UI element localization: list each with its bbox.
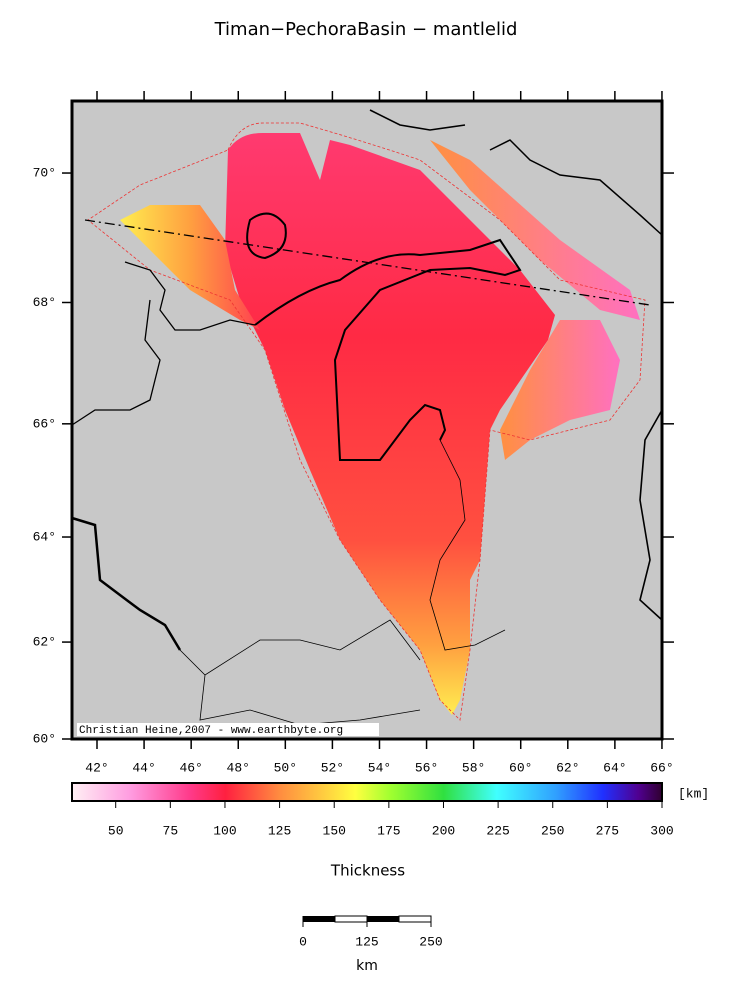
scalebar-tick-label: 250	[419, 934, 442, 949]
coastlines	[71, 109, 663, 726]
colorbar-tick-label: 50	[108, 823, 124, 838]
colorbar-tick-label: 75	[163, 823, 179, 838]
colorbar-tick-label: 175	[377, 823, 400, 838]
map-title: Timan−PechoraBasin − mantlelid	[214, 19, 518, 40]
colorbar-tick-label: 225	[486, 823, 509, 838]
lon-label: 46°	[179, 760, 202, 775]
lon-label: 66°	[650, 760, 673, 775]
lon-label: 48°	[227, 760, 250, 775]
colorbar-label: Thickness	[330, 862, 405, 880]
map-frame	[70, 99, 664, 741]
lat-label: 70°	[33, 165, 56, 180]
lon-label: 62°	[556, 760, 579, 775]
credit: Christian Heine,2007 - www.earthbyte.org	[79, 725, 343, 737]
scalebar-tick-label: 125	[355, 934, 378, 949]
credit-box	[77, 723, 379, 736]
lon-label: 54°	[368, 760, 391, 775]
lon-label: 50°	[274, 760, 297, 775]
colorbar-tick-label: 200	[432, 823, 455, 838]
lat-label: 60°	[33, 731, 56, 746]
colorbar-tick-label: 250	[541, 823, 564, 838]
lon-label: 44°	[132, 760, 155, 775]
lat-label: 62°	[33, 635, 56, 650]
scalebar-tick-label: 0	[299, 934, 307, 949]
scalebar-unit: km	[356, 958, 378, 974]
lon-label: 64°	[603, 760, 626, 775]
lat-label: 64°	[33, 529, 56, 544]
lon-label: 42°	[85, 760, 108, 775]
colorbar-tick-label: 150	[323, 823, 346, 838]
lat-label: 66°	[33, 416, 56, 431]
basin-outline	[87, 122, 646, 721]
basin-area	[500, 320, 620, 460]
colorbar-tick-label: 125	[268, 823, 291, 838]
lon-label: 52°	[321, 760, 344, 775]
basin-area	[430, 140, 640, 320]
colorbar-unit: [km]	[678, 786, 709, 801]
lon-label: 58°	[462, 760, 485, 775]
colorbar-tick-label: 275	[596, 823, 619, 838]
lon-label: 60°	[509, 760, 532, 775]
colorbar-tick-label: 100	[213, 823, 236, 838]
colorbar-tick-label: 300	[650, 823, 673, 838]
lat-label: 68°	[33, 295, 56, 310]
thickness-field	[87, 122, 646, 721]
scalebar	[303, 915, 432, 923]
basin-area	[225, 132, 555, 715]
lon-label: 56°	[415, 760, 438, 775]
basin-area	[120, 205, 260, 330]
colorbar	[71, 782, 663, 802]
